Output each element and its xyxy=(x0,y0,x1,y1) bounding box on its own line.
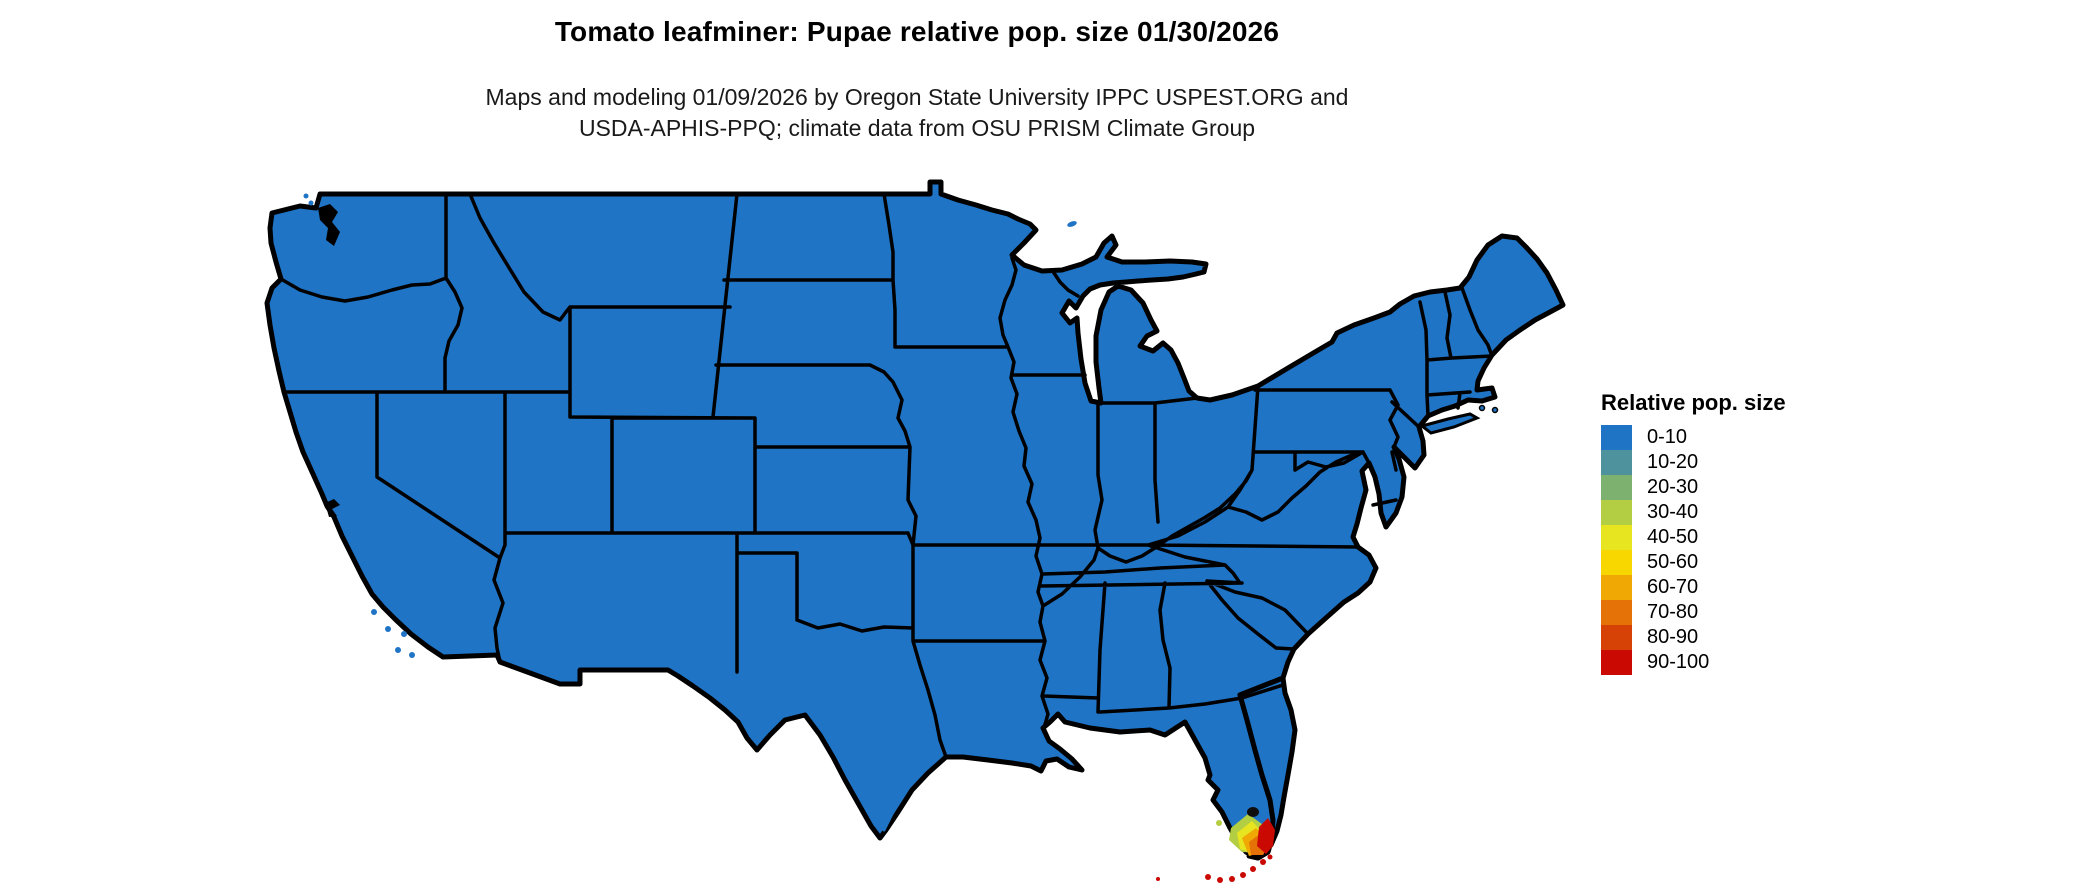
legend-swatch-60-70 xyxy=(1601,575,1632,600)
legend-row-10-20: 10-20 xyxy=(1601,450,1901,475)
puget-sound xyxy=(318,204,340,246)
legend-swatch-50-60 xyxy=(1601,550,1632,575)
legend-swatch-90-100 xyxy=(1601,650,1632,675)
legend-row-50-60: 50-60 xyxy=(1601,550,1901,575)
legend-title: Relative pop. size xyxy=(1601,390,1786,415)
legend-row-60-70: 60-70 xyxy=(1601,575,1901,600)
legend-swatch-80-90 xyxy=(1601,625,1632,650)
hotspot-outlier-dot xyxy=(1216,820,1222,826)
legend-label-0-10: 0-10 xyxy=(1647,426,1688,448)
san-juan-islands xyxy=(303,193,314,206)
legend-swatch-70-80 xyxy=(1601,600,1632,625)
legend-swatch-0-10 xyxy=(1601,425,1632,450)
legend-label-90-100: 90-100 xyxy=(1647,651,1710,673)
state-borders xyxy=(279,192,1494,759)
legend-row-30-40: 30-40 xyxy=(1601,500,1901,525)
legend-swatch-40-50 xyxy=(1601,525,1632,550)
page-title: Tomato leafminer: Pupae relative pop. si… xyxy=(554,16,1280,47)
legend-row-90-100: 90-100 xyxy=(1601,650,1901,675)
legend: Relative pop. size 0-10 10-20 20-30 30-40 40… xyxy=(1601,390,1901,675)
san-francisco-bay xyxy=(325,499,340,517)
channel-islands xyxy=(371,609,415,658)
subtitle-line-2: USDA-APHIS-PPQ; climate data from OSU PR… xyxy=(578,115,1256,141)
subtitle-line-1: Maps and modeling 01/09/2026 by Oregon S… xyxy=(485,84,1349,110)
legend-row-40-50: 40-50 xyxy=(1601,525,1901,550)
legend-label-70-80: 70-80 xyxy=(1647,601,1699,623)
cape-cod-islands xyxy=(1478,404,1499,414)
hotspot-class-90-100 xyxy=(1257,818,1275,854)
florida-hotspot xyxy=(1216,807,1275,856)
florida-keys-dots xyxy=(1156,854,1273,883)
legend-row-0-10: 0-10 xyxy=(1601,425,1901,450)
page-subtitle: Maps and modeling 01/09/2026 by Oregon S… xyxy=(0,82,1834,144)
legend-swatch-20-30 xyxy=(1601,475,1632,500)
legend-label-20-30: 20-30 xyxy=(1647,476,1699,498)
lake-okeechobee xyxy=(1247,807,1259,817)
legend-swatch-30-40 xyxy=(1601,500,1632,525)
legend-label-50-60: 50-60 xyxy=(1647,551,1699,573)
legend-swatch-10-20 xyxy=(1601,450,1632,475)
legend-items: 0-10 10-20 20-30 30-40 40-50 50-60 60-70 70-80 8… xyxy=(1601,425,1901,675)
legend-label-30-40: 30-40 xyxy=(1647,501,1699,523)
legend-row-70-80: 70-80 xyxy=(1601,600,1901,625)
gulf-barrier-islands xyxy=(882,754,924,832)
long-island xyxy=(1418,412,1481,435)
legend-label-40-50: 40-50 xyxy=(1647,526,1699,548)
legend-label-80-90: 80-90 xyxy=(1647,626,1699,648)
legend-label-60-70: 60-70 xyxy=(1647,576,1699,598)
legend-label-10-20: 10-20 xyxy=(1647,451,1699,473)
legend-row-80-90: 80-90 xyxy=(1601,625,1901,650)
isle-royale xyxy=(1067,221,1077,227)
legend-row-20-30: 20-30 xyxy=(1601,475,1901,500)
